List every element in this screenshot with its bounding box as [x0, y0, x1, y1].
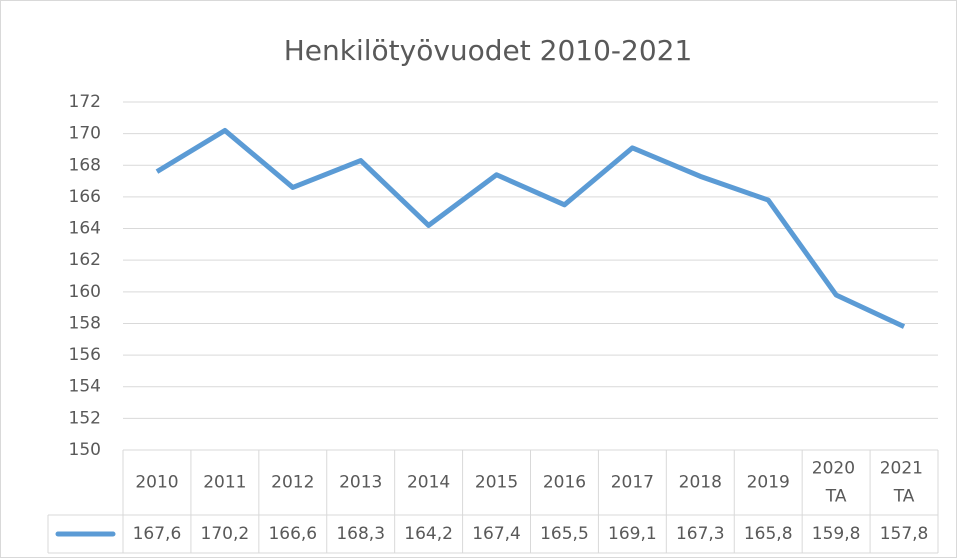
x-tick-label: 2018 — [679, 473, 722, 493]
data-table-value: 159,8 — [812, 524, 861, 544]
x-tick-label: 2019 — [747, 473, 790, 493]
x-tick-label: 2017 — [611, 473, 654, 493]
y-tick-label: 170 — [69, 124, 101, 144]
y-tick-label: 150 — [69, 440, 101, 460]
y-tick-label: 160 — [69, 282, 101, 302]
x-tick-label: 2014 — [407, 473, 450, 493]
y-tick-label: 156 — [69, 345, 101, 365]
y-tick-label: 164 — [69, 219, 101, 239]
y-tick-label: 172 — [69, 92, 101, 112]
data-table-value: 165,5 — [540, 524, 589, 544]
x-tick-label: 2011 — [203, 473, 246, 493]
x-tick-label: 2010 — [135, 473, 178, 493]
y-tick-label: 166 — [69, 187, 101, 207]
x-tick-label: 2015 — [475, 473, 518, 493]
data-table-value: 164,2 — [404, 524, 453, 544]
x-tick-label: 2012 — [271, 473, 314, 493]
x-tick-label: 2016 — [543, 473, 586, 493]
y-tick-label: 152 — [69, 408, 101, 428]
y-tick-label: 168 — [69, 155, 101, 175]
data-table-value: 167,4 — [472, 524, 521, 544]
data-table-value: 168,3 — [336, 524, 385, 544]
data-table-value: 165,8 — [744, 524, 793, 544]
data-table-value: 167,6 — [133, 524, 182, 544]
x-tick-label: 2020 TA — [812, 459, 861, 507]
chart-title: Henkilötyövuodet 2010-2021 — [284, 34, 693, 67]
x-tick-label: 2013 — [339, 473, 382, 493]
data-table-value: 169,1 — [608, 524, 657, 544]
data-table-value: 166,6 — [268, 524, 317, 544]
y-tick-label: 158 — [69, 313, 101, 333]
y-tick-label: 162 — [69, 250, 101, 270]
data-table-value: 157,8 — [880, 524, 929, 544]
data-line — [155, 127, 906, 329]
data-table-value: 170,2 — [201, 524, 250, 544]
x-tick-label: 2021 TA — [880, 459, 929, 507]
y-tick-label: 154 — [69, 377, 101, 397]
data-table-value: 167,3 — [676, 524, 725, 544]
